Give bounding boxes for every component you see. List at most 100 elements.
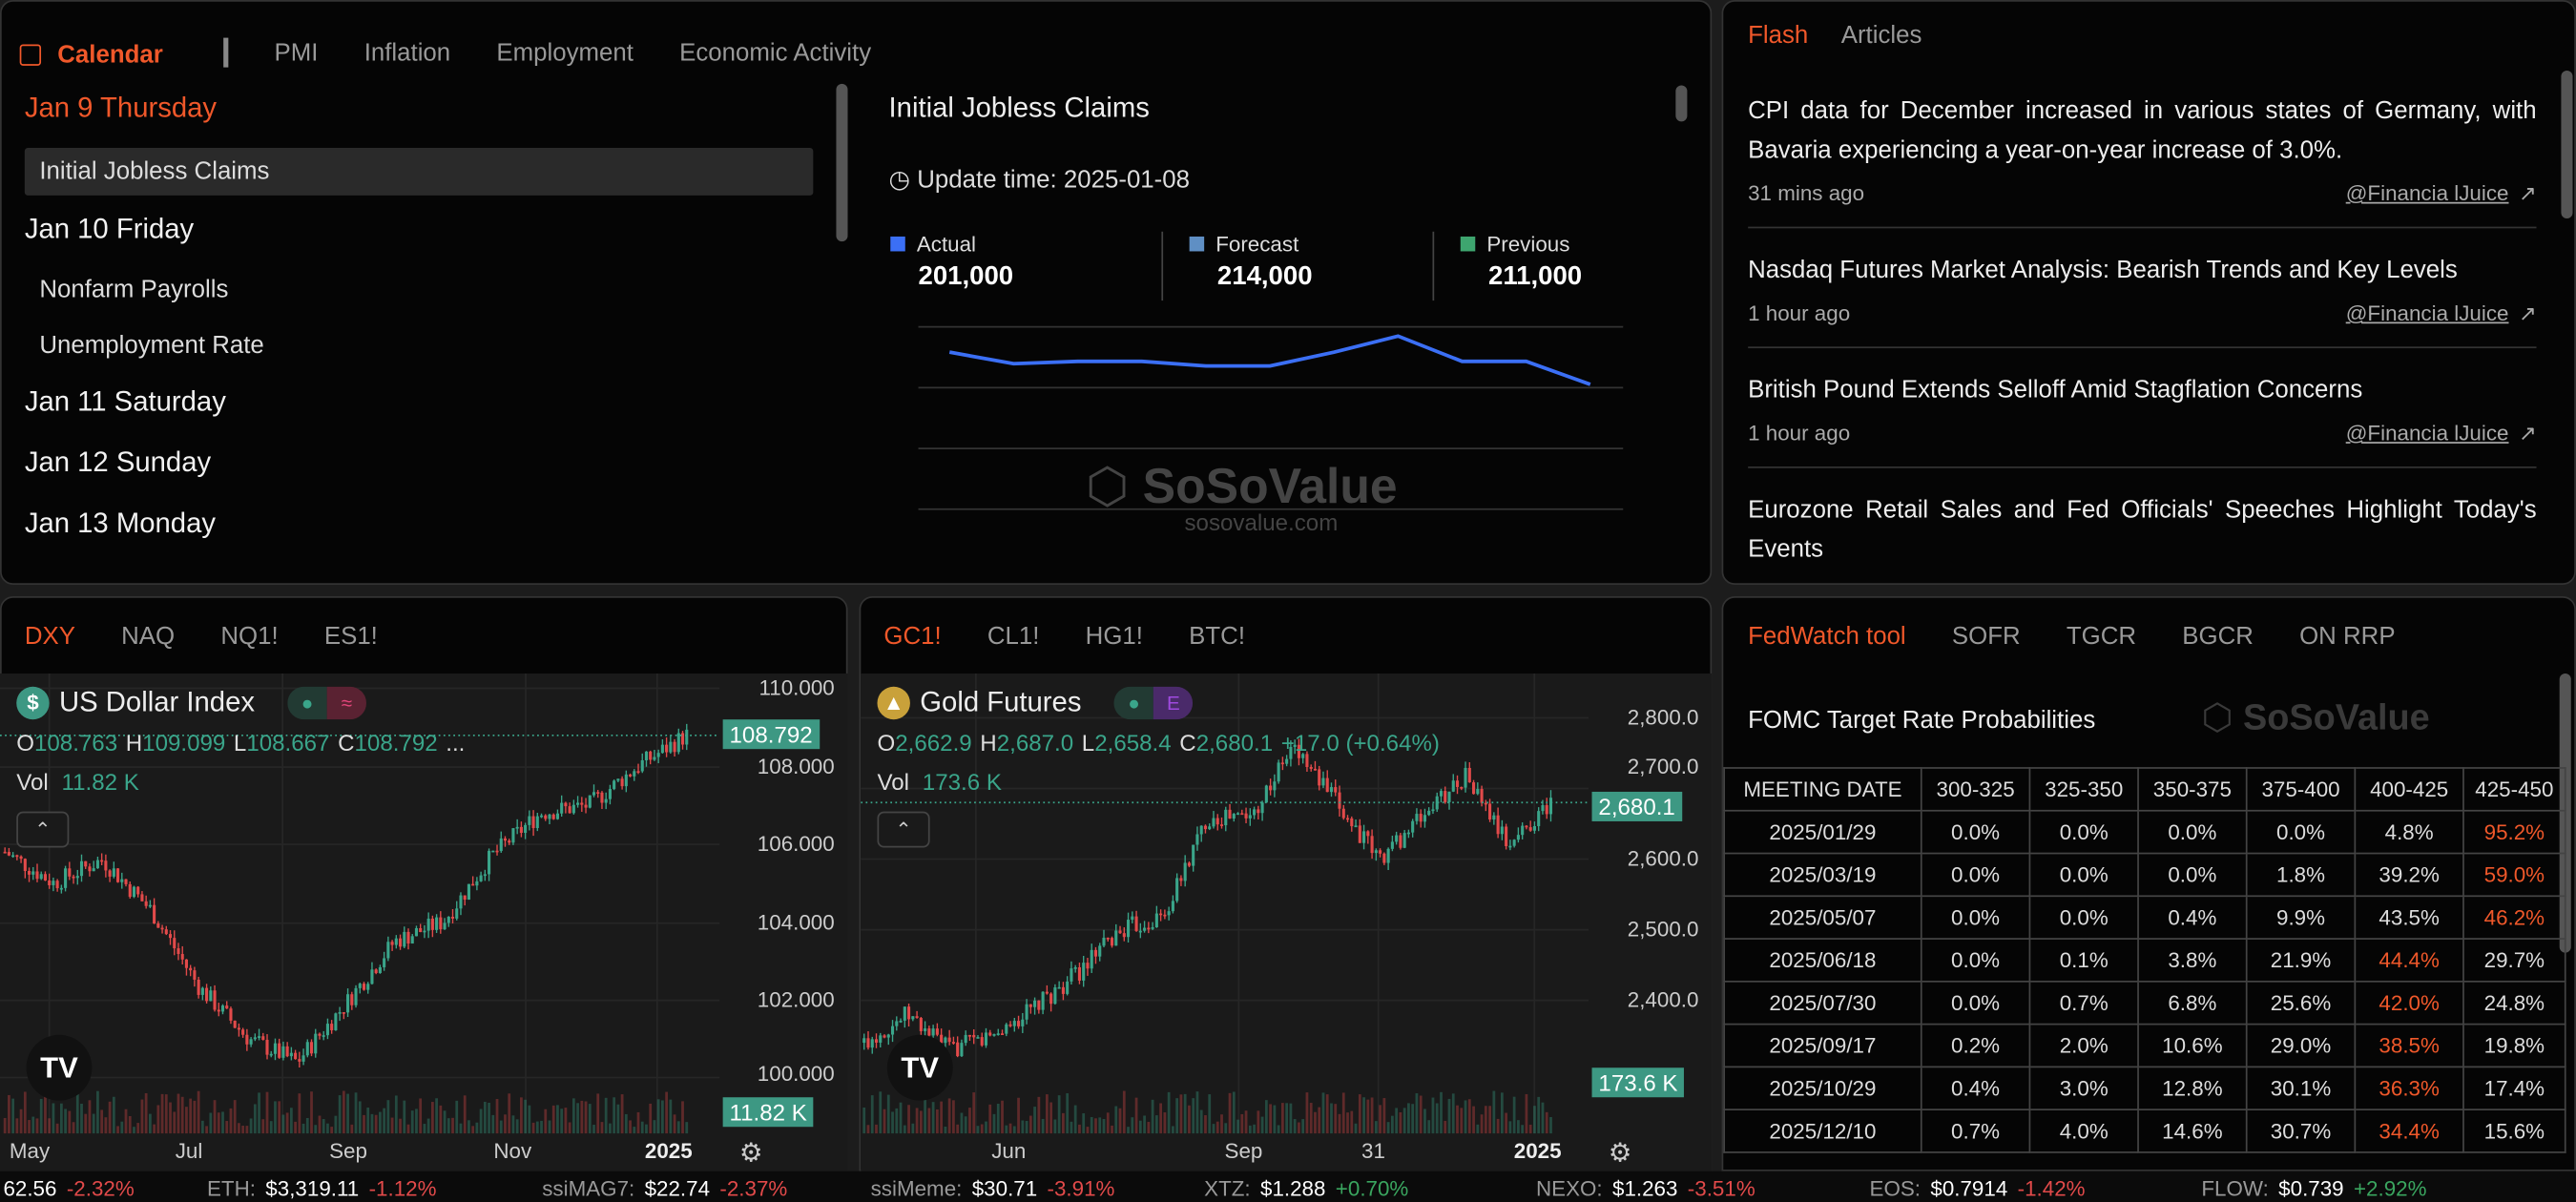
- volume-bar: [1114, 1106, 1118, 1134]
- tradingview-logo-icon[interactable]: TV: [886, 1034, 953, 1101]
- symbol-title[interactable]: $ US Dollar Index ● ≈: [16, 686, 367, 720]
- dxy-chart[interactable]: 110.000 108.000 106.000 104.000 102.000 100.0…: [0, 673, 848, 1171]
- column-header: 375-400: [2245, 767, 2357, 812]
- tab-bgcr[interactable]: BGCR: [2182, 622, 2254, 651]
- candle: [289, 1052, 293, 1057]
- collapse-chevron-up-icon[interactable]: ⌃: [16, 811, 70, 848]
- ticker-item[interactable]: ssiMAG7: $22.74 -2.37%: [542, 1176, 787, 1201]
- candle: [1427, 810, 1431, 816]
- volume-bar: [1521, 1125, 1525, 1134]
- probability-cell: 29.7%: [2462, 938, 2566, 983]
- day-heading[interactable]: Jan 11 Saturday: [24, 385, 226, 418]
- event-list-scrollbar[interactable]: [836, 83, 848, 242]
- candle: [1257, 809, 1260, 814]
- volume-bar: [285, 1112, 289, 1134]
- ticker-item[interactable]: 62.56 -2.32%: [0, 1176, 135, 1201]
- detail-scrollbar[interactable]: [1675, 85, 1688, 122]
- tab-flash[interactable]: Flash: [1748, 21, 1809, 50]
- tab-pmi[interactable]: PMI: [274, 39, 319, 68]
- news-title[interactable]: Eurozone Retail Sales and Fed Officials'…: [1748, 496, 2537, 564]
- status-badge[interactable]: ● E: [1113, 686, 1194, 720]
- candle: [193, 970, 197, 980]
- candle: [1008, 1024, 1012, 1026]
- status-badge[interactable]: ● ≈: [287, 686, 367, 720]
- day-heading[interactable]: Jan 12 Sunday: [24, 446, 212, 479]
- collapse-chevron-up-icon[interactable]: ⌃: [877, 811, 930, 848]
- tab-economic-activity[interactable]: Economic Activity: [679, 39, 872, 68]
- news-scrollbar[interactable]: [2561, 71, 2573, 219]
- news-item[interactable]: British Pound Extends Selloff Amid Stagf…: [1748, 371, 2537, 468]
- candle: [528, 816, 531, 825]
- candles-svg: [861, 673, 1589, 1134]
- news-time: 31 mins ago: [1748, 180, 1865, 206]
- candle: [1467, 767, 1471, 783]
- news-item[interactable]: Eurozone Retail Sales and Fed Officials'…: [1748, 491, 2537, 585]
- settings-gear-icon[interactable]: ⚙: [738, 1139, 763, 1169]
- news-source-link[interactable]: @Financia lJuice ↗: [2346, 180, 2537, 207]
- ticker-item[interactable]: ETH: $3,319.11 -1.12%: [207, 1176, 437, 1201]
- news-item[interactable]: CPI data for December increased in vario…: [1748, 92, 2537, 229]
- ticker-item[interactable]: ssiMeme: $30.71 -3.91%: [871, 1176, 1115, 1201]
- volume-bar: [1066, 1093, 1070, 1134]
- volume-bar: [1147, 1122, 1151, 1134]
- settings-gear-icon[interactable]: ⚙: [1608, 1139, 1632, 1169]
- volume-bar: [11, 1098, 14, 1134]
- meeting-date-cell: 2025/12/10: [1723, 1109, 1922, 1153]
- tab-naq[interactable]: NAQ: [121, 622, 176, 651]
- tab-employment[interactable]: Employment: [496, 39, 634, 68]
- volume-bar: [924, 1097, 926, 1134]
- tab-dxy[interactable]: DXY: [24, 622, 75, 651]
- gold-chart[interactable]: 2,800.0 2,700.0 2,600.0 2,500.0 2,400.0 Jun Se…: [861, 673, 1713, 1171]
- volume-bar: [310, 1091, 313, 1134]
- volume-bar: [1386, 1122, 1390, 1134]
- fedwatch-title: FOMC Target Rate Probabilities: [1748, 706, 2096, 735]
- legend-swatch-icon: [1460, 236, 1476, 252]
- ticker-item[interactable]: EOS: $0.7914 -1.42%: [1870, 1176, 2086, 1201]
- symbol-title[interactable]: ▲ Gold Futures ● E: [877, 686, 1194, 720]
- volume-bar: [301, 1123, 305, 1134]
- day-heading[interactable]: Jan 9 Thursday: [24, 92, 218, 124]
- ticker-item[interactable]: NEXO: $1.263 -3.51%: [1536, 1176, 1755, 1201]
- event-item[interactable]: Initial Jobless Claims: [24, 147, 814, 196]
- volume-bar: [596, 1093, 600, 1134]
- candle: [1086, 963, 1090, 969]
- tab-on-rrp[interactable]: ON RRP: [2299, 622, 2396, 651]
- news-source-link[interactable]: @Financia lJuice ↗: [2346, 421, 2537, 447]
- ticker-change: -3.91%: [1047, 1175, 1115, 1201]
- candle: [1350, 818, 1354, 827]
- tab-fedwatch-tool[interactable]: FedWatch tool: [1748, 622, 1906, 651]
- tab-articles[interactable]: Articles: [1840, 21, 1922, 50]
- event-item[interactable]: Nonfarm Payrolls: [39, 276, 229, 304]
- tab-nq1-[interactable]: NQ1!: [220, 622, 279, 651]
- day-heading[interactable]: Jan 10 Friday: [24, 213, 195, 245]
- tab-inflation[interactable]: Inflation: [364, 39, 451, 68]
- news-source-link[interactable]: @Financia lJuice ↗: [2346, 300, 2537, 327]
- volume-bar: [1358, 1094, 1361, 1134]
- tab-calendar[interactable]: Calendar: [19, 41, 163, 69]
- tab-gc1-[interactable]: GC1!: [883, 622, 942, 651]
- candle: [64, 868, 68, 888]
- volume-bar: [940, 1101, 944, 1134]
- candle: [596, 792, 600, 795]
- tab-sofr[interactable]: SOFR: [1951, 622, 2021, 651]
- tab-btc-[interactable]: BTC!: [1189, 622, 1246, 651]
- ticker-item[interactable]: FLOW: $0.739 +2.92%: [2201, 1176, 2426, 1201]
- tab-es1-[interactable]: ES1!: [323, 622, 378, 651]
- day-heading[interactable]: Jan 13 Monday: [24, 508, 216, 539]
- news-title[interactable]: British Pound Extends Selloff Amid Stagf…: [1748, 376, 2363, 404]
- volume-bar: [1183, 1093, 1187, 1134]
- news-title[interactable]: CPI data for December increased in vario…: [1748, 96, 2537, 165]
- news-item[interactable]: Nasdaq Futures Market Analysis: Bearish …: [1748, 251, 2537, 349]
- volume-bar: [972, 1092, 976, 1134]
- ticker-item[interactable]: XTZ: $1.288 +0.70%: [1204, 1176, 1408, 1201]
- candle: [967, 1034, 972, 1037]
- tab-hg1-[interactable]: HG1!: [1085, 622, 1143, 651]
- tradingview-logo-icon[interactable]: TV: [26, 1034, 93, 1101]
- news-title[interactable]: Nasdaq Futures Market Analysis: Bearish …: [1748, 256, 2458, 284]
- tab-cl1-[interactable]: CL1!: [987, 622, 1040, 651]
- probability-cell: 17.4%: [2462, 1066, 2566, 1111]
- probability-cell: 12.8%: [2137, 1066, 2248, 1111]
- volume-bar: [1192, 1098, 1195, 1134]
- tab-tgcr[interactable]: TGCR: [2066, 622, 2137, 651]
- event-item[interactable]: Unemployment Rate: [39, 331, 264, 361]
